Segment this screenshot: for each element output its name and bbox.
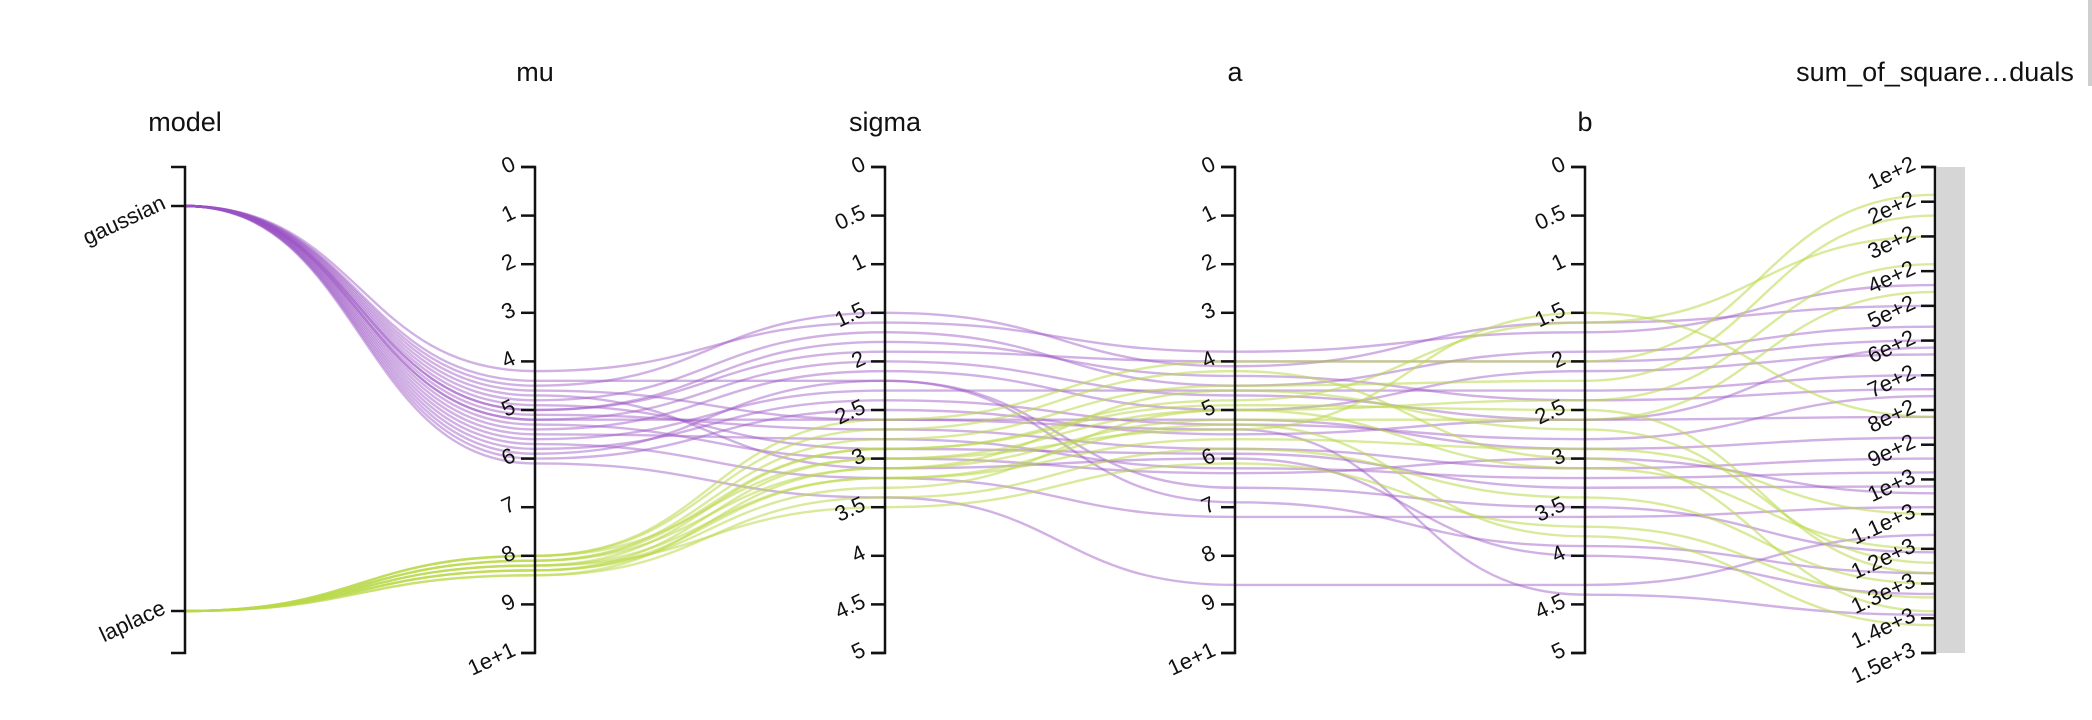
record-line-gaussian xyxy=(184,204,1936,373)
tick-label-model: gaussian xyxy=(79,190,169,250)
tick-label-mu: 7 xyxy=(497,491,519,519)
record-line-gaussian xyxy=(184,204,1936,575)
data-lines xyxy=(184,167,1965,653)
record-line-gaussian xyxy=(184,204,1936,412)
tick-label-b: 0 xyxy=(1547,151,1569,179)
tick-label-a: 3 xyxy=(1197,297,1219,325)
tick-label-ssr: 6e+2 xyxy=(1864,324,1919,368)
record-line-gaussian xyxy=(184,204,1936,412)
tick-label-ssr: 1e+2 xyxy=(1864,151,1919,195)
record-line-laplace xyxy=(184,462,1936,613)
axis-title-ssr: sum_of_square…duals xyxy=(1796,57,2074,87)
tick-label-b: 3 xyxy=(1547,442,1569,470)
tick-label-sigma: 1 xyxy=(847,248,869,276)
tick-label-ssr: 2e+2 xyxy=(1864,186,1919,230)
record-line-gaussian xyxy=(184,204,1936,587)
tick-label-mu: 2 xyxy=(497,248,519,276)
axis-model[interactable]: model gaussian laplace xyxy=(79,107,222,655)
tick-label-ssr: 3e+2 xyxy=(1864,220,1919,264)
record-line-gaussian xyxy=(184,204,1936,451)
axis-ssr[interactable]: sum_of_square…duals1e+22e+23e+24e+25e+26… xyxy=(1796,57,2074,688)
axis-title-b: b xyxy=(1577,107,1592,137)
tick-label-mu: 3 xyxy=(497,297,519,325)
tick-label-a: 2 xyxy=(1197,248,1219,276)
scrollbar-thumb[interactable] xyxy=(2088,0,2092,86)
ssr-brush-selection[interactable] xyxy=(1937,167,1965,653)
record-line-gaussian xyxy=(184,204,1936,596)
tick-label-a: 6 xyxy=(1197,442,1219,470)
tick-label-sigma: 4 xyxy=(847,540,869,568)
record-line-gaussian xyxy=(184,204,1936,402)
tick-label-b: 5 xyxy=(1547,637,1569,665)
tick-label-a: 9 xyxy=(1197,588,1219,616)
tick-label-sigma: 2 xyxy=(847,345,869,373)
tick-label-mu: 1e+1 xyxy=(464,637,519,681)
tick-label-mu: 0 xyxy=(497,151,519,179)
tick-label-b: 1.5 xyxy=(1531,297,1569,333)
record-line-gaussian xyxy=(184,204,1936,441)
tick-label-a: 8 xyxy=(1197,540,1219,568)
tick-label-ssr: 1e+3 xyxy=(1864,463,1919,507)
axis-b[interactable]: b00.511.522.533.544.55 xyxy=(1531,107,1593,665)
tick-label-ssr: 8e+2 xyxy=(1864,394,1919,438)
tick-label-sigma: 0 xyxy=(847,151,869,179)
tick-label-sigma: 4.5 xyxy=(831,588,869,624)
tick-label-model: laplace xyxy=(95,595,169,647)
axis-line-model[interactable] xyxy=(171,165,187,655)
record-line-gaussian xyxy=(184,204,1936,387)
record-line-gaussian xyxy=(184,204,1936,489)
tick-label-sigma: 1.5 xyxy=(831,297,869,333)
tick-label-a: 1 xyxy=(1197,199,1219,227)
tick-label-ssr: 9e+2 xyxy=(1864,429,1919,473)
axis-title-model: model xyxy=(148,107,222,137)
tick-label-sigma: 5 xyxy=(847,637,869,665)
tick-label-sigma: 0.5 xyxy=(831,199,869,235)
tick-label-mu: 1 xyxy=(497,199,519,227)
axis-a[interactable]: a 0 1 2 3 4 5 6 7 8 9 1e+1 xyxy=(1164,57,1244,680)
tick-label-a: 4 xyxy=(1197,345,1219,373)
tick-label-mu: 9 xyxy=(497,588,519,616)
record-line-laplace xyxy=(184,447,1936,613)
record-line-laplace xyxy=(184,369,1936,613)
tick-label-b: 2 xyxy=(1547,345,1569,373)
tick-label-a: 5 xyxy=(1197,394,1219,422)
record-line-laplace xyxy=(184,423,1936,627)
tick-label-mu: 8 xyxy=(497,540,519,568)
tick-label-b: 0.5 xyxy=(1531,199,1569,235)
record-line-gaussian xyxy=(184,204,1936,519)
axis-title-sigma: sigma xyxy=(849,107,922,137)
tick-label-a: 0 xyxy=(1197,151,1219,179)
axis-title-mu: mu xyxy=(516,57,554,87)
record-line-gaussian xyxy=(184,204,1936,431)
tick-label-a: 7 xyxy=(1197,491,1219,519)
record-line-laplace xyxy=(184,403,1936,613)
tick-label-a: 1e+1 xyxy=(1164,637,1219,681)
axis-title-a: a xyxy=(1227,57,1243,87)
tick-label-b: 1 xyxy=(1547,248,1569,276)
tick-label-b: 4 xyxy=(1547,540,1569,568)
